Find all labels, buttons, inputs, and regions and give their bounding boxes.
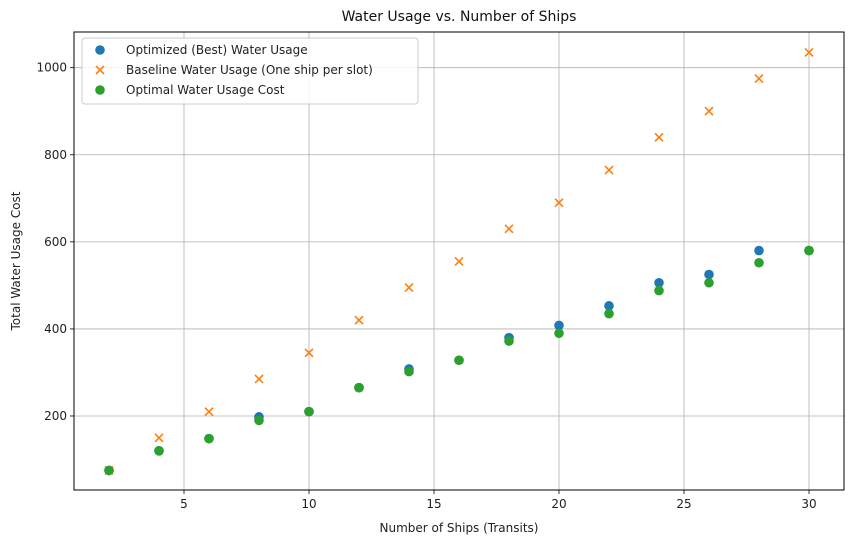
data-point-series-3 [404, 366, 414, 377]
data-point-series-2 [304, 348, 314, 358]
data-point-series-2 [454, 256, 464, 267]
x-tick-label: 5 [180, 497, 188, 511]
data-point-series-1 [604, 301, 614, 311]
axis-ticks: 5 10 15 20 25 30 200 400 600 800 1000 [36, 61, 816, 511]
x-tick-label: 25 [676, 497, 691, 511]
data-point-series-3 [254, 415, 264, 426]
data-point-series-1 [654, 277, 664, 288]
data-point-series-2 [354, 315, 364, 325]
data-point-series-2 [604, 165, 614, 175]
data-point-series-1 [704, 269, 714, 280]
data-point-series-2 [654, 132, 664, 142]
y-tick-label: 1000 [36, 61, 67, 75]
data-point-series-2 [504, 224, 514, 234]
y-axis-label: Total Water Usage Cost [9, 191, 23, 331]
data-point-series-3 [204, 433, 214, 444]
data-point-series-3 [704, 277, 714, 288]
chart-title: Water Usage vs. Number of Ships [342, 9, 577, 25]
data-point-series-1 [754, 245, 764, 256]
y-tick-label: 800 [44, 148, 67, 162]
data-point-series-3 [454, 355, 464, 366]
data-point-series-3 [554, 328, 564, 339]
legend-marker-series-1 [95, 45, 105, 55]
data-point-series-3 [504, 336, 514, 346]
data-point-series-2 [804, 47, 814, 58]
legend-label-series-2: Baseline Water Usage (One ship per slot) [126, 63, 373, 77]
data-point-series-3 [804, 245, 814, 256]
data-point-series-3 [754, 257, 764, 268]
data-point-series-2 [154, 433, 164, 443]
x-tick-label: 30 [801, 497, 816, 511]
data-point-series-2 [754, 74, 764, 84]
plot-frame [73, 31, 845, 491]
data-point-series-3 [104, 465, 114, 476]
x-tick-label: 20 [551, 497, 566, 511]
data-point-series-3 [604, 308, 614, 319]
legend-label-series-1: Optimized (Best) Water Usage [126, 43, 308, 57]
grid-lines [74, 32, 844, 490]
data-point-series-2 [704, 106, 714, 116]
data-point-series-2 [254, 374, 264, 384]
data-point-series-3 [654, 285, 664, 296]
y-tick-label: 200 [44, 409, 67, 423]
legend-marker-series-3 [95, 85, 105, 95]
x-tick-label: 10 [301, 497, 316, 511]
data-point-series-1 [554, 320, 564, 331]
data-point-series-3 [154, 446, 164, 456]
data-points [104, 47, 814, 476]
data-point-series-3 [304, 406, 314, 417]
y-tick-label: 400 [44, 322, 67, 336]
legend-box [81, 37, 419, 105]
data-point-series-2 [404, 282, 414, 293]
data-point-series-2 [554, 198, 564, 208]
x-tick-label: 15 [426, 497, 441, 511]
y-tick-label: 600 [44, 235, 67, 249]
data-point-series-2 [204, 407, 214, 417]
legend: Optimized (Best) Water Usage Baseline Wat… [81, 37, 419, 105]
legend-label-series-3: Optimal Water Usage Cost [126, 83, 285, 97]
data-point-series-3 [354, 382, 364, 393]
x-axis-label: Number of Ships (Transits) [379, 521, 538, 535]
legend-marker-series-2 [95, 65, 105, 75]
